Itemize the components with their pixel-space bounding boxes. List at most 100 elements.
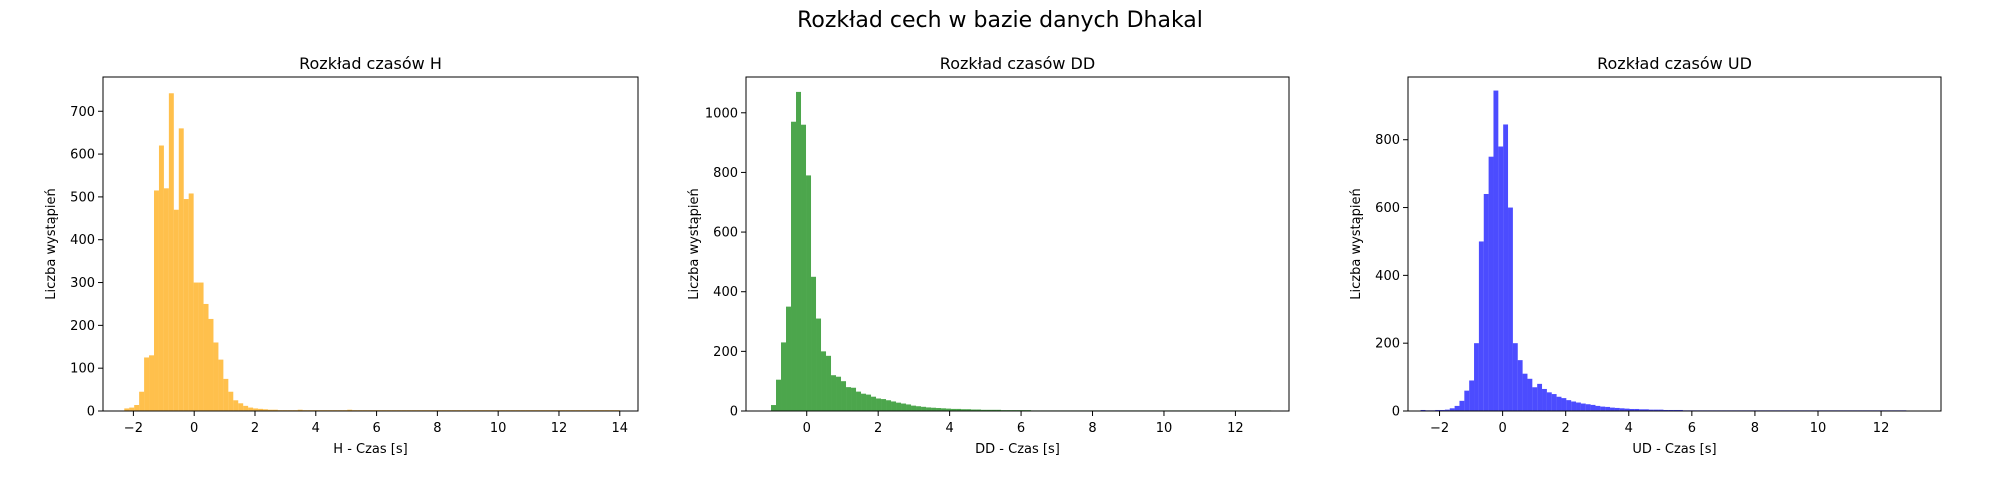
histogram-bar [1668, 409, 1674, 411]
histogram-bar [931, 407, 937, 411]
histogram-bar [267, 409, 273, 411]
histogram-bar [1658, 409, 1664, 411]
histogram-bar [168, 93, 174, 412]
histogram-bar [1600, 406, 1606, 411]
histogram-bar [1469, 380, 1475, 411]
x-tick-label: 12 [551, 421, 568, 436]
histogram-bar [986, 409, 992, 411]
histogram-bar [1493, 90, 1499, 411]
histogram-bar [272, 409, 278, 411]
histogram-bar [1619, 408, 1625, 411]
bars-dd [771, 91, 1272, 412]
histogram-bar [178, 128, 184, 411]
x-tick-label: −2 [1430, 421, 1449, 436]
histogram-bar [139, 391, 145, 411]
histogram-bar [821, 351, 827, 411]
y-tick-label: 400 [713, 285, 738, 300]
histogram-bar [1527, 378, 1533, 411]
histogram-bar [1532, 387, 1538, 411]
histogram-bar [921, 406, 927, 411]
subplots: −2 0 2 4 6 8 10 12 140100200300400500600700Rozkł… [44, 54, 1942, 457]
y-tick-label: 0 [1392, 405, 1400, 420]
histogram-bar [1488, 156, 1494, 411]
histogram-bar [248, 407, 254, 411]
histogram-bar [881, 399, 887, 411]
histogram-bar [163, 188, 169, 411]
x-tick-label: 8 [1751, 421, 1759, 436]
histogram-bar [1508, 207, 1513, 411]
histogram-bar [841, 381, 847, 411]
y-axis-label-ud: Liczba wystąpień [1349, 188, 1364, 299]
histogram-bar [771, 405, 777, 411]
y-tick-label: 600 [1375, 201, 1400, 216]
y-tick-label: 700 [70, 105, 95, 120]
histogram-bar [238, 403, 244, 411]
histogram-bar [971, 409, 977, 411]
histogram-bar [1546, 392, 1552, 411]
y-tick-label: 200 [1375, 337, 1400, 352]
histogram-bar [946, 408, 952, 411]
histogram-bar [1678, 409, 1683, 411]
y-tick-label: 600 [70, 148, 95, 163]
x-tick-label: 10 [490, 421, 507, 436]
histogram-bar [1551, 394, 1557, 411]
y-tick-label: 600 [713, 226, 738, 241]
histogram-bar [1566, 400, 1572, 411]
x-axis-label-dd: DD - Czas [s] [975, 442, 1060, 457]
y-tick-label: 800 [1375, 133, 1400, 148]
x-tick-label: 4 [312, 421, 320, 436]
x-axis-label-h: H - Czas [s] [333, 442, 407, 457]
histogram-bar [951, 408, 957, 411]
histogram-bar [866, 394, 872, 411]
subplot-title-ud: Rozkład czasów UD [1597, 54, 1752, 73]
histogram-bar [801, 124, 807, 412]
histogram-bar [1556, 396, 1562, 411]
histogram-bar [1624, 408, 1630, 411]
histogram-bar [203, 303, 209, 411]
histogram-bar [1498, 146, 1504, 411]
histogram-bar [886, 400, 892, 411]
histogram-bar [158, 145, 164, 411]
histogram-bar [1571, 401, 1577, 411]
histogram-bar [776, 379, 782, 411]
histogram-bar [1561, 398, 1567, 411]
x-tick-label: 6 [372, 421, 380, 436]
histogram-bar [791, 121, 797, 411]
histogram-bar [1464, 390, 1470, 411]
histogram-bar [1653, 409, 1659, 411]
histogram-bar [208, 318, 214, 411]
histogram-bar [991, 409, 997, 411]
histogram-bar [129, 407, 135, 411]
histogram-bar [1614, 407, 1620, 411]
histogram-bar [1634, 408, 1640, 411]
histogram-bar [149, 355, 154, 411]
histogram-bar [258, 408, 264, 411]
histogram-bar [347, 409, 353, 411]
x-tick-label: 2 [874, 421, 882, 436]
histogram-bar [193, 282, 199, 411]
histogram-bar [263, 409, 268, 411]
histogram-bar [1639, 409, 1645, 411]
histogram-bar [1673, 409, 1679, 411]
histogram-bar [796, 91, 802, 411]
histogram-bar [961, 409, 967, 411]
x-tick-label: 8 [433, 421, 441, 436]
histogram-bar [996, 409, 1002, 411]
x-tick-label: −2 [124, 421, 143, 436]
histogram-bar [856, 391, 862, 411]
histogram-bar [861, 393, 867, 411]
x-tick-label: 2 [251, 421, 259, 436]
histogram-bar [1503, 124, 1509, 411]
histogram-bar [871, 396, 877, 411]
histogram-bar [831, 375, 837, 411]
axes-frame-ud [1407, 76, 1942, 412]
histogram-bar [1610, 407, 1615, 411]
subplot-dd: 0 2 4 6 8 10 12 0 200 400 600 800 1000 Rozkład czasów… [687, 54, 1290, 457]
histogram-bar [1537, 383, 1543, 411]
histogram-bar [1474, 343, 1479, 411]
x-tick-label: 10 [1156, 421, 1173, 436]
x-tick-label: 0 [190, 421, 198, 436]
histogram-bar [233, 400, 239, 411]
histogram-bar [1605, 406, 1611, 411]
